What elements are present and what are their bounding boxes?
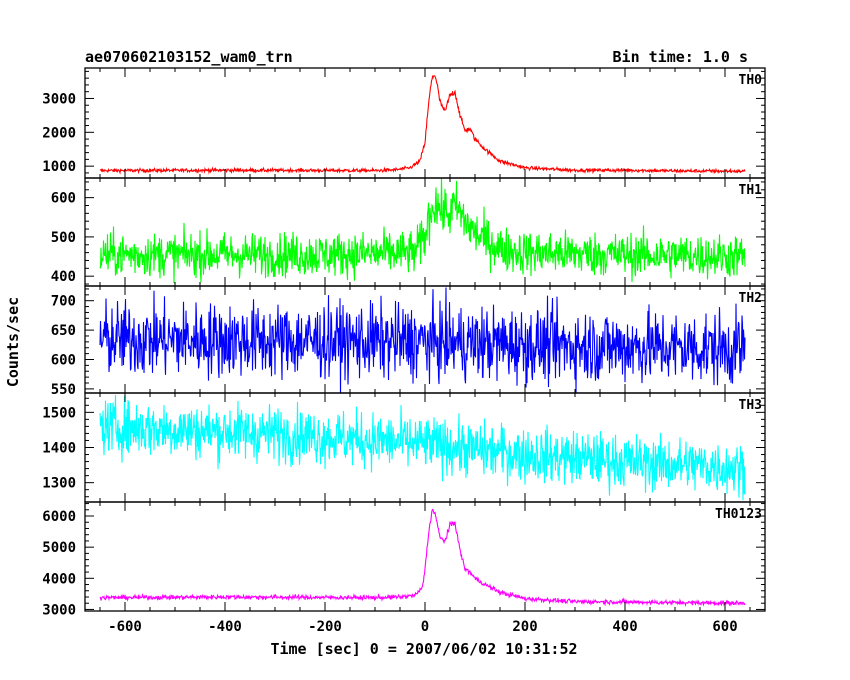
- panel-th1: 400 500 600 TH1: [51, 177, 766, 287]
- y-tick-label: 600: [51, 352, 76, 368]
- y-tick-label: 1400: [42, 441, 76, 457]
- panel-th0: 1000 2000 3000 TH0: [42, 67, 766, 179]
- x-tick-label: -200: [308, 619, 342, 635]
- y-tick-label: 5000: [42, 540, 76, 556]
- series-line-th3: [99, 395, 746, 501]
- y-tick-label: 1500: [42, 405, 76, 421]
- panel-th0123: 3000 4000 5000 6000 TH0123: [42, 501, 766, 618]
- series-line-th0: [99, 74, 746, 175]
- panel-label: TH2: [739, 291, 762, 306]
- y-tick-label: 600: [51, 191, 76, 207]
- panel-frame: [84, 67, 766, 179]
- panel-label: TH0123: [715, 507, 762, 522]
- panel-label: TH1: [739, 183, 763, 198]
- y-tick-label: 6000: [42, 509, 76, 525]
- y-axis-label: Counts/sec: [4, 297, 22, 387]
- panel-label: TH3: [739, 398, 762, 413]
- series-line-th1: [99, 178, 746, 284]
- series-line-th0123: [99, 508, 746, 607]
- y-tick-label: 1300: [42, 476, 76, 492]
- x-tick-label: 400: [612, 619, 637, 635]
- y-tick-label: 700: [51, 294, 76, 310]
- y-tick-label: 3000: [42, 602, 76, 618]
- y-tick-label: 3000: [42, 91, 76, 107]
- panel-frame: [84, 501, 766, 612]
- panel-label: TH0: [739, 73, 763, 88]
- x-tick-label: -400: [208, 619, 242, 635]
- y-tick-label: 400: [51, 269, 76, 285]
- x-tick-label: 200: [512, 619, 537, 635]
- x-tick-label: -600: [108, 619, 142, 635]
- y-tick-label: 650: [51, 323, 76, 339]
- y-tick-label: 2000: [42, 125, 76, 141]
- bin-time-label: Bin time: 1.0 s: [613, 48, 748, 66]
- x-tick-label: 0: [421, 619, 429, 635]
- panel-frame: [84, 177, 766, 287]
- panel-th3: 1300 1400 1500 TH3: [42, 392, 766, 503]
- panel-th2: 550 600 650 700 TH2: [51, 285, 766, 398]
- y-tick-label: 1000: [42, 159, 76, 175]
- series-line-th2: [99, 287, 746, 393]
- y-tick-label: 500: [51, 230, 76, 246]
- x-tick-label: 600: [712, 619, 737, 635]
- chart-title: ae070602103152_wam0_trn: [85, 48, 293, 66]
- y-tick-label: 550: [51, 382, 76, 398]
- x-axis-label: Time [sec] 0 = 2007/06/02 10:31:52: [270, 640, 577, 658]
- y-tick-label: 4000: [42, 571, 76, 587]
